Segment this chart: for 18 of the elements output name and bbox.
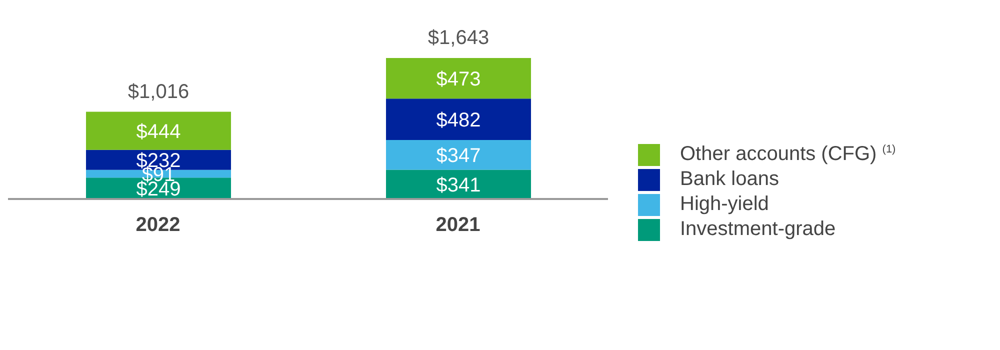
- bar: [86, 112, 231, 150]
- bar: [386, 170, 531, 199]
- data-label: $444: [136, 120, 181, 143]
- total-label: $1,016: [128, 80, 190, 103]
- x-tick-label: 2021: [436, 214, 480, 236]
- legend-label: Investment-grade: [680, 218, 836, 240]
- data-label: $473: [436, 68, 481, 90]
- bar: [386, 98, 531, 140]
- data-label: $482: [436, 109, 481, 132]
- legend-label: Bank loans: [680, 168, 779, 190]
- data-label: $341: [436, 174, 481, 196]
- bar: [386, 140, 531, 170]
- legend-label: High-yield: [680, 193, 769, 215]
- x-tick-label: 2022: [136, 214, 180, 236]
- total-label: $1,643: [428, 27, 490, 49]
- data-label: $347: [436, 144, 481, 167]
- bar: [386, 58, 531, 99]
- legend-label: Other accounts (CFG) $^{(1)}$: [680, 143, 896, 165]
